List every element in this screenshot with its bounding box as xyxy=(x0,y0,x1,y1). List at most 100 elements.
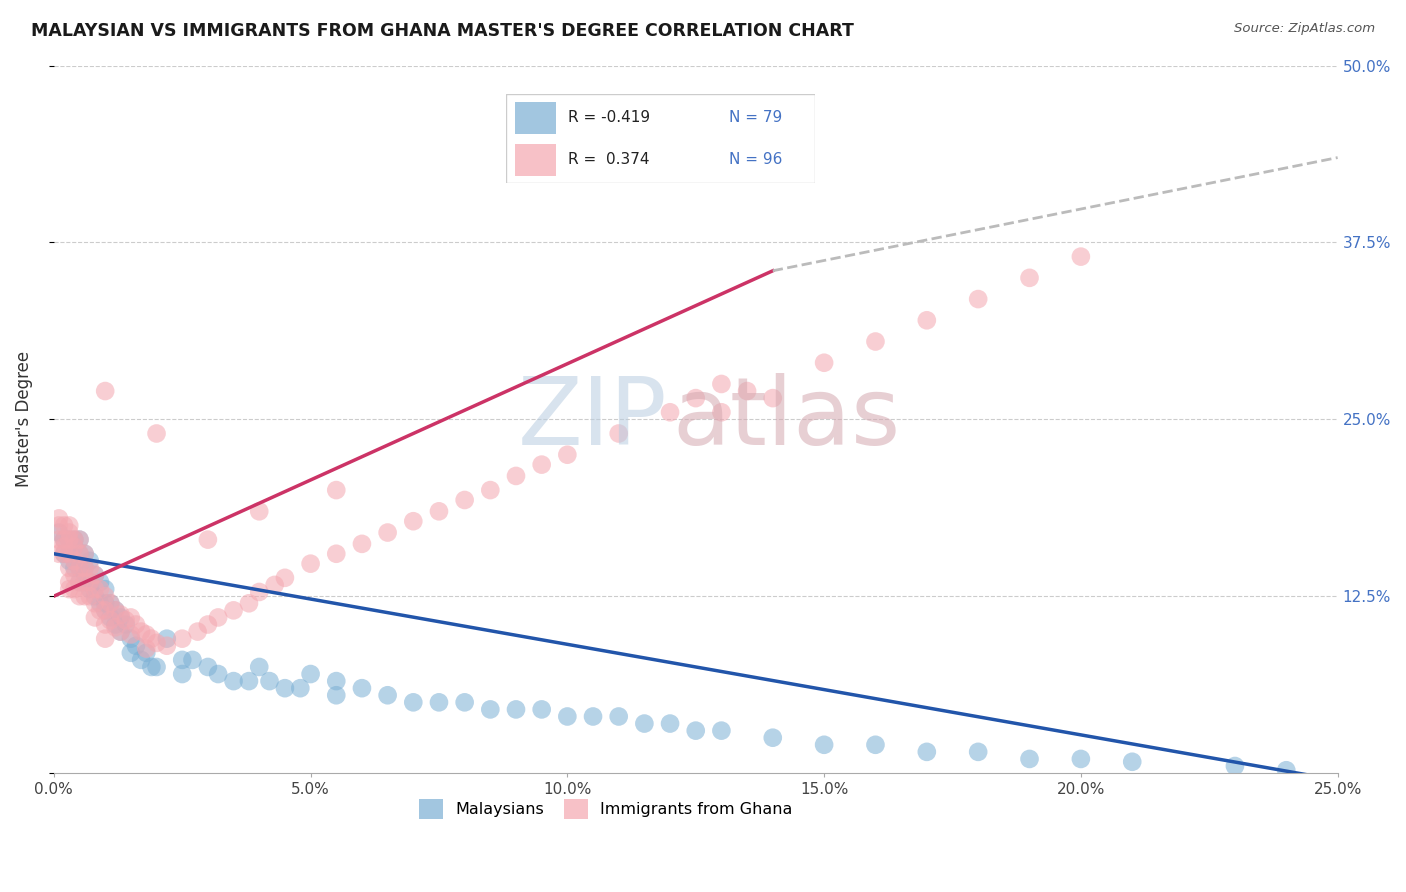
Point xyxy=(63,533,86,547)
Point xyxy=(967,292,990,306)
Point xyxy=(325,547,347,561)
Point xyxy=(94,589,117,603)
Point xyxy=(58,575,80,590)
Point xyxy=(222,674,245,689)
Point xyxy=(53,547,76,561)
Point xyxy=(58,518,80,533)
Point xyxy=(915,745,938,759)
Point xyxy=(197,533,219,547)
Point xyxy=(402,514,425,528)
Point xyxy=(735,384,758,398)
Point xyxy=(141,632,163,646)
Point xyxy=(84,568,107,582)
Point xyxy=(453,695,475,709)
Y-axis label: Master's Degree: Master's Degree xyxy=(15,351,32,487)
Point xyxy=(453,493,475,508)
Point xyxy=(58,547,80,561)
Point xyxy=(63,568,86,582)
Point xyxy=(402,695,425,709)
Point xyxy=(84,568,107,582)
Point xyxy=(94,596,117,610)
Point xyxy=(73,575,96,590)
FancyBboxPatch shape xyxy=(516,102,555,134)
Point xyxy=(98,610,121,624)
Point xyxy=(607,709,630,723)
Point xyxy=(69,533,91,547)
Point xyxy=(58,561,80,575)
Text: N = 79: N = 79 xyxy=(728,111,782,125)
Point xyxy=(84,610,107,624)
Point xyxy=(350,537,373,551)
Point xyxy=(967,745,990,759)
Point xyxy=(377,688,399,702)
Text: ZIP: ZIP xyxy=(517,374,668,466)
Point xyxy=(58,533,80,547)
Point xyxy=(247,660,270,674)
Point xyxy=(58,582,80,596)
Point xyxy=(94,617,117,632)
Point xyxy=(247,504,270,518)
Text: R =  0.374: R = 0.374 xyxy=(568,153,650,167)
Point xyxy=(58,547,80,561)
Point xyxy=(172,653,194,667)
Point xyxy=(110,624,132,639)
Point xyxy=(915,313,938,327)
Point xyxy=(84,589,107,603)
Point xyxy=(479,702,502,716)
Point xyxy=(104,620,127,634)
Point xyxy=(63,561,86,575)
Point xyxy=(1070,250,1092,264)
Point xyxy=(53,547,76,561)
FancyBboxPatch shape xyxy=(516,144,555,176)
Point xyxy=(530,702,553,716)
Point xyxy=(120,632,142,646)
Point xyxy=(582,709,605,723)
Point xyxy=(73,547,96,561)
Point xyxy=(659,716,682,731)
Point xyxy=(290,681,312,696)
Point xyxy=(274,681,297,696)
Point xyxy=(69,575,91,590)
Point xyxy=(120,627,142,641)
Point xyxy=(505,702,527,716)
Point xyxy=(207,610,229,624)
Point xyxy=(350,681,373,696)
Point xyxy=(79,589,101,603)
Point xyxy=(685,723,707,738)
Point xyxy=(557,709,579,723)
Point xyxy=(325,483,347,497)
Point xyxy=(79,582,101,596)
Text: MALAYSIAN VS IMMIGRANTS FROM GHANA MASTER'S DEGREE CORRELATION CHART: MALAYSIAN VS IMMIGRANTS FROM GHANA MASTE… xyxy=(31,22,853,40)
Point xyxy=(63,540,86,554)
Point xyxy=(1070,752,1092,766)
Point xyxy=(325,674,347,689)
Point xyxy=(135,646,157,660)
Point xyxy=(125,617,148,632)
Point xyxy=(94,384,117,398)
Point xyxy=(104,603,127,617)
Point xyxy=(89,603,111,617)
Point xyxy=(73,561,96,575)
Point xyxy=(84,596,107,610)
Point xyxy=(135,641,157,656)
Point xyxy=(427,504,450,518)
Point xyxy=(479,483,502,497)
Point xyxy=(58,554,80,568)
Point xyxy=(104,617,127,632)
Point xyxy=(79,554,101,568)
Point xyxy=(110,607,132,622)
Point xyxy=(710,723,733,738)
Point xyxy=(145,660,167,674)
Point xyxy=(53,518,76,533)
Point xyxy=(156,632,179,646)
Point xyxy=(762,391,785,405)
FancyBboxPatch shape xyxy=(506,94,815,183)
Point xyxy=(129,653,152,667)
Point xyxy=(181,653,204,667)
Point xyxy=(172,667,194,681)
Legend: Malaysians, Immigrants from Ghana: Malaysians, Immigrants from Ghana xyxy=(412,793,799,825)
Point xyxy=(48,511,70,525)
Point xyxy=(710,405,733,419)
Point xyxy=(73,547,96,561)
Point xyxy=(69,547,91,561)
